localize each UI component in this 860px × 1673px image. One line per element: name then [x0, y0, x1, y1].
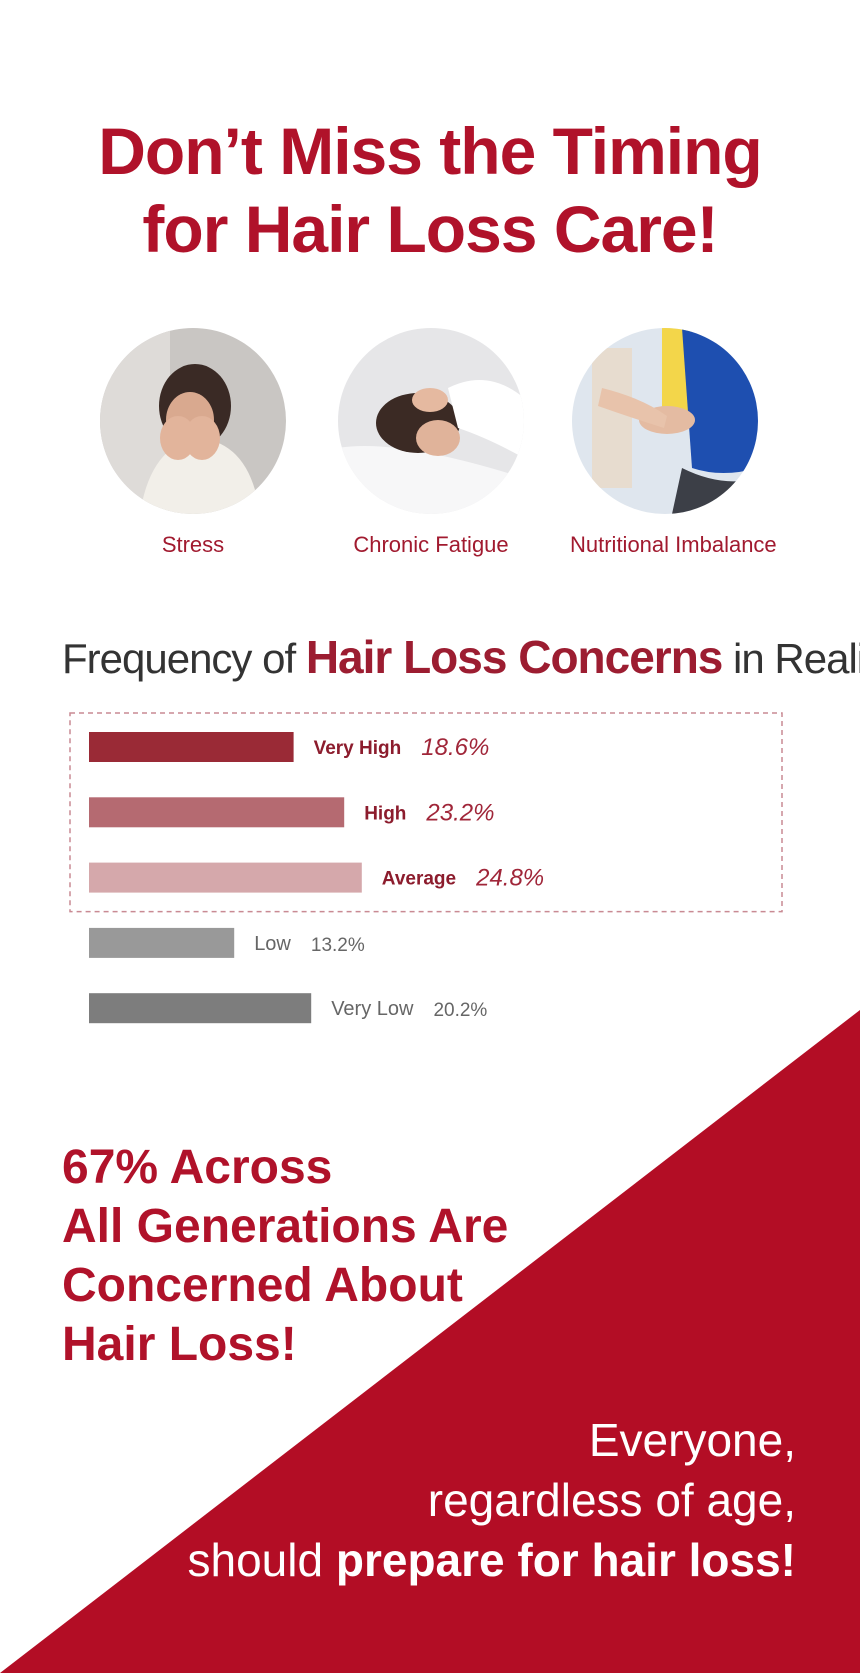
summary-line-4: Hair Loss!: [62, 1318, 297, 1371]
cause-label: Nutritional Imbalance: [570, 532, 777, 557]
category-label: Very High: [314, 738, 402, 759]
value-label: 24.8%: [475, 865, 544, 892]
category-label: High: [364, 803, 406, 824]
frequency-title-highlight: Hair Loss Concerns: [305, 631, 724, 683]
closing-line-3-prefix: should: [187, 1534, 336, 1586]
nutritional-imbalance-photo: [572, 328, 758, 514]
highlight-box: [69, 712, 783, 913]
closing-line-2: regardless of age,: [427, 1474, 796, 1526]
closing-line-3-bold: prepare for hair loss!: [335, 1534, 796, 1586]
page-title: Don’t Miss the Timing for Hair Loss Care…: [0, 112, 860, 268]
title-line-1: Don’t Miss the Timing: [98, 114, 762, 188]
category-label: Average: [382, 869, 456, 890]
cause-label: Chronic Fatigue: [353, 532, 509, 557]
closing-statement: Everyone, regardless of age, should prep…: [188, 1410, 796, 1590]
value-label: 20.2%: [433, 1000, 487, 1021]
frequency-title-suffix: in Reality:: [733, 635, 860, 682]
category-label: Low: [254, 933, 291, 955]
bar-low: [89, 927, 235, 958]
summary-line-2: All Generations Are: [62, 1200, 509, 1253]
value-label: 18.6%: [421, 734, 489, 761]
cause-nutritional-imbalance: Nutritional Imbalance: [570, 328, 777, 558]
value-label: 13.2%: [311, 935, 365, 956]
value-label: 23.2%: [425, 799, 494, 826]
frequency-title-prefix: Frequency of: [62, 635, 306, 682]
summary-statement: 67% Across All Generations Are Concerned…: [62, 1138, 508, 1374]
closing-line-3: should prepare for hair loss!: [188, 1530, 796, 1590]
stress-photo: [100, 328, 286, 514]
cause-label: Stress: [161, 532, 225, 557]
bar-high: [89, 797, 345, 828]
title-line-2: for Hair Loss Care!: [142, 192, 718, 266]
category-label: Very Low: [331, 998, 414, 1020]
chronic-fatigue-photo: [338, 328, 524, 514]
bar-very-high: [89, 732, 294, 762]
bar-average: [89, 862, 362, 893]
cause-chronic-fatigue: Chronic Fatigue: [336, 328, 526, 558]
frequency-title: Frequency of Hair Loss Concerns in Reali…: [62, 630, 860, 684]
summary-line-3: Concerned About: [62, 1259, 463, 1312]
bar-very-low: [89, 993, 312, 1024]
closing-line-1: Everyone,: [588, 1414, 796, 1466]
summary-line-1: 67% Across: [62, 1141, 333, 1194]
frequency-bar-chart: Very High 18.6% High 23.2% Average 24.8% Low 13…: [69, 712, 783, 1024]
cause-stress: Stress: [98, 328, 288, 558]
